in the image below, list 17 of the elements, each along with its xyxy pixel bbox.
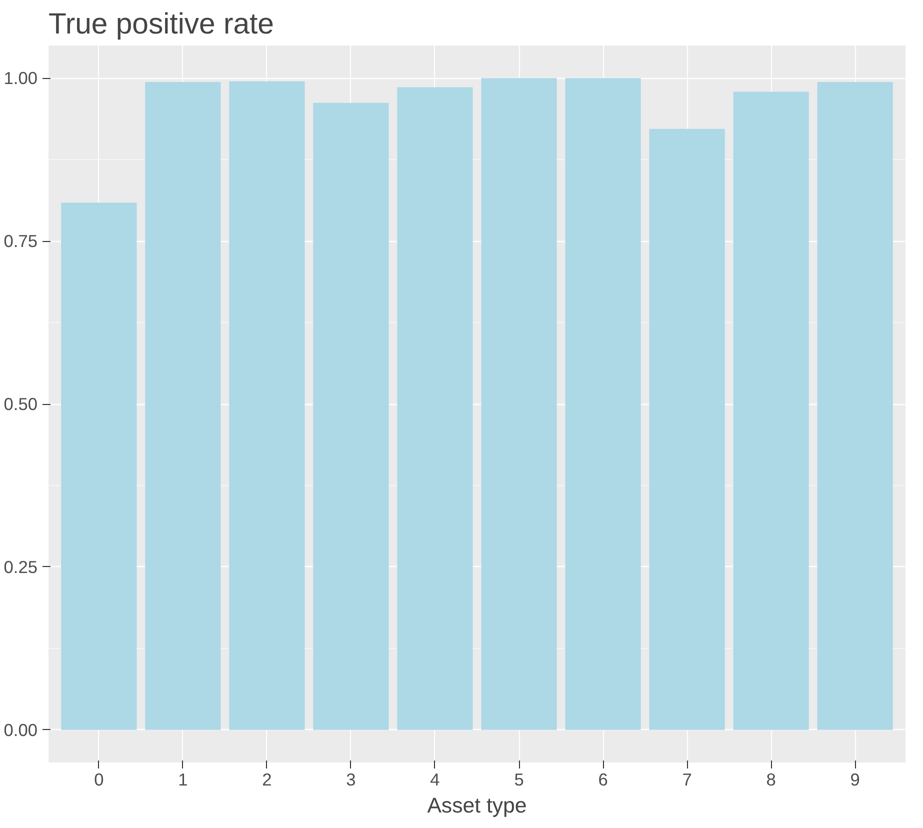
- x-tick-label: 6: [598, 770, 608, 790]
- x-tick-label: 7: [682, 770, 692, 790]
- x-tick-label: 0: [94, 770, 104, 790]
- x-tick-label: 8: [766, 770, 776, 790]
- y-tick-label: 0.50: [4, 394, 38, 414]
- x-tick-label: 9: [850, 770, 860, 790]
- y-tick-label: 0.25: [4, 556, 38, 577]
- x-tick-label: 2: [262, 770, 272, 790]
- x-tick-label: 5: [514, 770, 524, 790]
- x-axis-title: Asset type: [427, 794, 527, 818]
- x-tick-label: 4: [430, 770, 440, 790]
- y-tick-label: 0.75: [4, 231, 38, 252]
- chart-title: True positive rate: [48, 8, 274, 40]
- x-tick-label: 3: [346, 770, 356, 790]
- y-tick-label: 1.00: [4, 68, 38, 88]
- x-tick-label: 1: [178, 770, 188, 790]
- y-tick-label: 0.00: [4, 720, 38, 740]
